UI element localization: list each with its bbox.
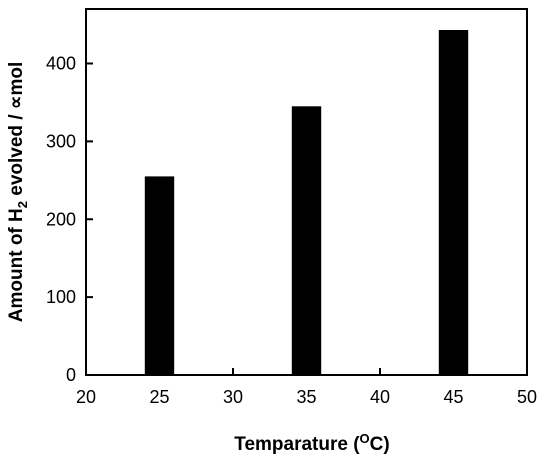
y-tick-label-0: 0 <box>66 365 76 385</box>
bar-35 <box>291 106 322 376</box>
x-tick-label-35: 35 <box>296 387 316 407</box>
y-tick-label-100: 100 <box>46 287 76 307</box>
y-tick-label-300: 300 <box>46 131 76 151</box>
x-tick-label-40: 40 <box>370 387 390 407</box>
x-tick-label-45: 45 <box>443 387 463 407</box>
x-tick-label-20: 20 <box>76 387 96 407</box>
y-axis-title: Amount of H2 evolved / ∝mol <box>6 62 30 322</box>
y-axis-ticks: 0 100 200 300 400 <box>46 54 93 385</box>
y-tick-label-400: 400 <box>46 54 76 74</box>
bars-group <box>144 30 469 376</box>
x-tick-label-30: 30 <box>223 387 243 407</box>
x-axis-title: Temparature (OC) <box>234 431 389 455</box>
x-tick-label-25: 25 <box>149 387 169 407</box>
y-tick-label-200: 200 <box>46 209 76 229</box>
x-tick-label-50: 50 <box>517 387 537 407</box>
x-axis-ticks: 20 25 30 35 40 45 50 <box>76 368 537 407</box>
bar-45 <box>438 30 469 375</box>
bar-25 <box>144 176 175 375</box>
